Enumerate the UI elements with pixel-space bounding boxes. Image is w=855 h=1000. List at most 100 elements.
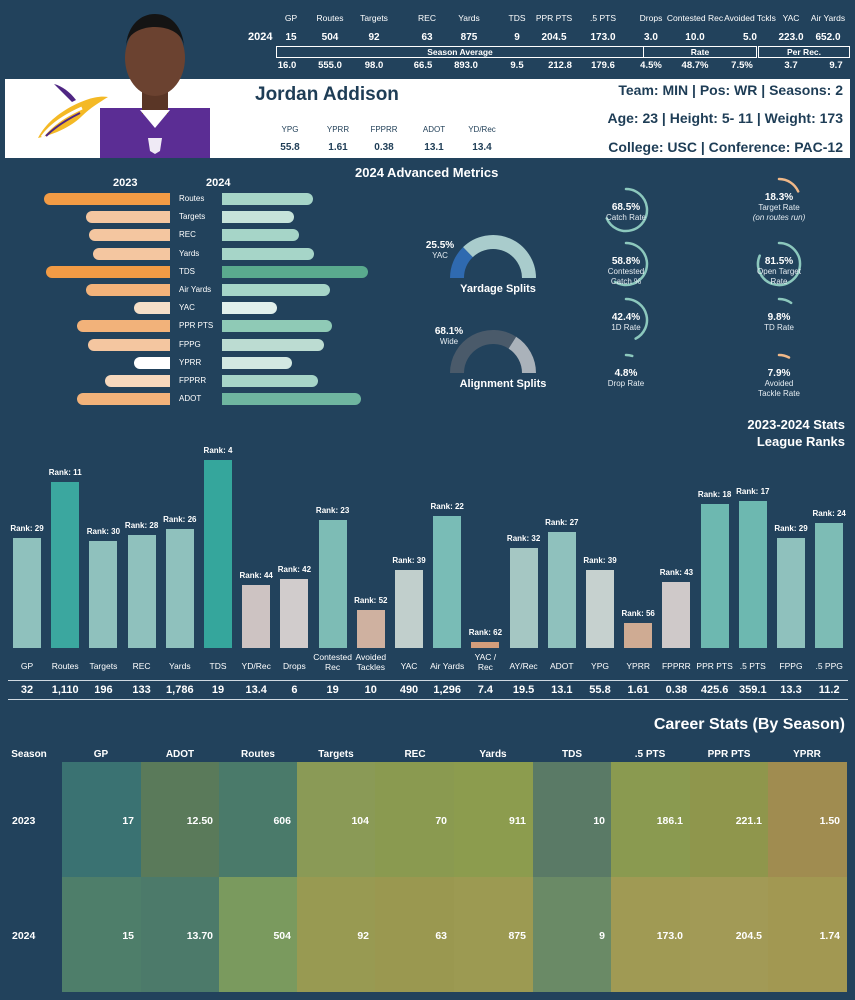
career-header: REC xyxy=(404,749,426,760)
gauge-arc xyxy=(613,241,649,287)
career-value: 63 xyxy=(435,930,447,942)
rank-category-line: AY/Rec xyxy=(509,661,538,671)
gauge-arc xyxy=(605,187,649,233)
rank-label: Rank: 32 xyxy=(506,533,541,543)
gauge-label: Drop Rate xyxy=(607,379,645,388)
gauge-arc xyxy=(777,297,793,305)
career-header: .5 PTS xyxy=(634,749,666,760)
bar-2024 xyxy=(222,229,300,242)
mini-stat-header: YPG xyxy=(281,125,299,134)
rank-category-line: YAC xyxy=(400,661,418,671)
rank-label: Rank: 23 xyxy=(315,505,350,515)
career-header: Routes xyxy=(241,749,275,760)
career-value: 173.0 xyxy=(656,930,683,942)
mini-stat-value: 1.61 xyxy=(328,142,348,153)
season-average-value: 66.5 xyxy=(413,60,433,71)
season-stat-header: Drops xyxy=(639,13,663,23)
career-cell: 221.1 xyxy=(690,762,769,877)
bar-2023 xyxy=(104,375,170,387)
bar-2024 xyxy=(222,375,319,387)
career-cell: 504 xyxy=(219,877,298,992)
bar-2023 xyxy=(86,211,170,224)
rank-stat-value: 7.4 xyxy=(477,684,494,696)
season-stat-value: 173.0 xyxy=(590,32,616,43)
alignment-splits-donut xyxy=(450,330,536,374)
rank-label: Rank: 26 xyxy=(163,514,197,524)
gauge-label: Target Rate xyxy=(758,203,800,212)
gauge-ring xyxy=(624,297,649,340)
rank-stat-value: 133 xyxy=(132,684,151,696)
gauge-label: Catch Rate xyxy=(605,213,647,222)
season-stat-header: .5 PTS xyxy=(590,13,616,23)
season-stat-header: Routes xyxy=(316,13,344,23)
rank-label: Rank: 11 xyxy=(48,467,82,477)
rank-category-label: YPG xyxy=(591,661,609,671)
career-cell: 70 xyxy=(375,762,454,877)
gauge-value: 81.5% xyxy=(764,256,794,267)
rank-label: Rank: 28 xyxy=(124,521,159,531)
yardage-splits-donut xyxy=(450,235,536,279)
yac-split-label: YAC xyxy=(432,251,448,260)
player-photo xyxy=(100,14,210,158)
team-logo-icon xyxy=(38,84,108,138)
season-stat-value: 3.0 xyxy=(644,32,658,43)
gauge-label: Avoided xyxy=(764,379,794,388)
rank-bar xyxy=(586,569,614,648)
rank-bar xyxy=(13,538,41,648)
mini-stat-header: FPPRR xyxy=(370,125,398,134)
gauge-label: TD Rate xyxy=(764,323,794,332)
career-cell: 15 xyxy=(62,877,141,992)
rank-bar xyxy=(662,582,691,648)
season-average-value: 212.8 xyxy=(548,60,572,71)
rank-label: Rank: 56 xyxy=(621,608,655,618)
career-cell: 92 xyxy=(297,877,376,992)
season-stat-header: Air Yards xyxy=(810,13,846,23)
gauge-ring xyxy=(777,353,791,359)
season-stat-header: GP xyxy=(284,13,298,23)
bar-2024 xyxy=(222,247,314,260)
rank-label: Rank: 29 xyxy=(10,524,44,534)
rank-category-line: Drops xyxy=(283,661,306,671)
rank-category-label: YAC / Rec xyxy=(475,652,497,672)
rank-stat-value: 19 xyxy=(326,684,339,696)
career-header: PPR PTS xyxy=(707,749,751,760)
rank-category-label: ADOT xyxy=(550,661,574,671)
career-header: Targets xyxy=(318,749,354,760)
season-stat-value: 15 xyxy=(285,32,297,43)
career-header: Yards xyxy=(479,749,507,760)
rank-label: Rank: 42 xyxy=(277,565,312,575)
rank-category-line: PPR PTS xyxy=(696,661,733,671)
rank-category-label: YPRR xyxy=(626,661,650,671)
rank-bar xyxy=(280,579,309,648)
alignment-splits-title: Alignment Splits xyxy=(459,378,547,390)
rank-category-line: .5 PPG xyxy=(815,661,843,671)
career-header: GP xyxy=(93,749,109,760)
rank-category-line: YD/Rec xyxy=(241,661,271,671)
rank-category-label: Routes xyxy=(52,661,79,671)
career-cell: 1.50 xyxy=(768,762,847,877)
rank-category-label: Air Yards xyxy=(430,661,464,671)
rank-stat-value: 13.4 xyxy=(245,684,267,696)
season-average-value: 16.0 xyxy=(277,60,297,71)
gauge-sublabel: Catch % xyxy=(610,277,642,286)
gauge-value: 4.8% xyxy=(614,368,638,379)
rank-category-label: FPPG xyxy=(779,661,802,671)
career-value: 70 xyxy=(435,815,447,827)
bar-category-label: FPPRR xyxy=(179,376,207,385)
gauge-arc xyxy=(777,353,791,359)
bar-2023 xyxy=(134,302,170,315)
rank-stat-value: 490 xyxy=(399,684,419,696)
rank-stat-value: 11.2 xyxy=(818,684,840,696)
rank-category-line: REC xyxy=(132,661,151,671)
rank-stat-value: 32 xyxy=(20,684,34,696)
season-average-value: 9.7 xyxy=(829,60,843,71)
gauge-value: 7.9% xyxy=(767,368,791,379)
gauge-text: 4.8% Drop Rate xyxy=(608,368,644,389)
rank-category-line: FPPG xyxy=(779,661,803,671)
mini-stat-header: YPRR xyxy=(326,125,350,134)
rank-category-label: AY/Rec xyxy=(510,661,538,671)
career-value: 204.5 xyxy=(735,930,762,942)
gauge-text: 9.8% TD Rate xyxy=(764,312,794,333)
rank-stat-value: 425.6 xyxy=(700,684,729,696)
career-cell: 10 xyxy=(533,762,612,877)
